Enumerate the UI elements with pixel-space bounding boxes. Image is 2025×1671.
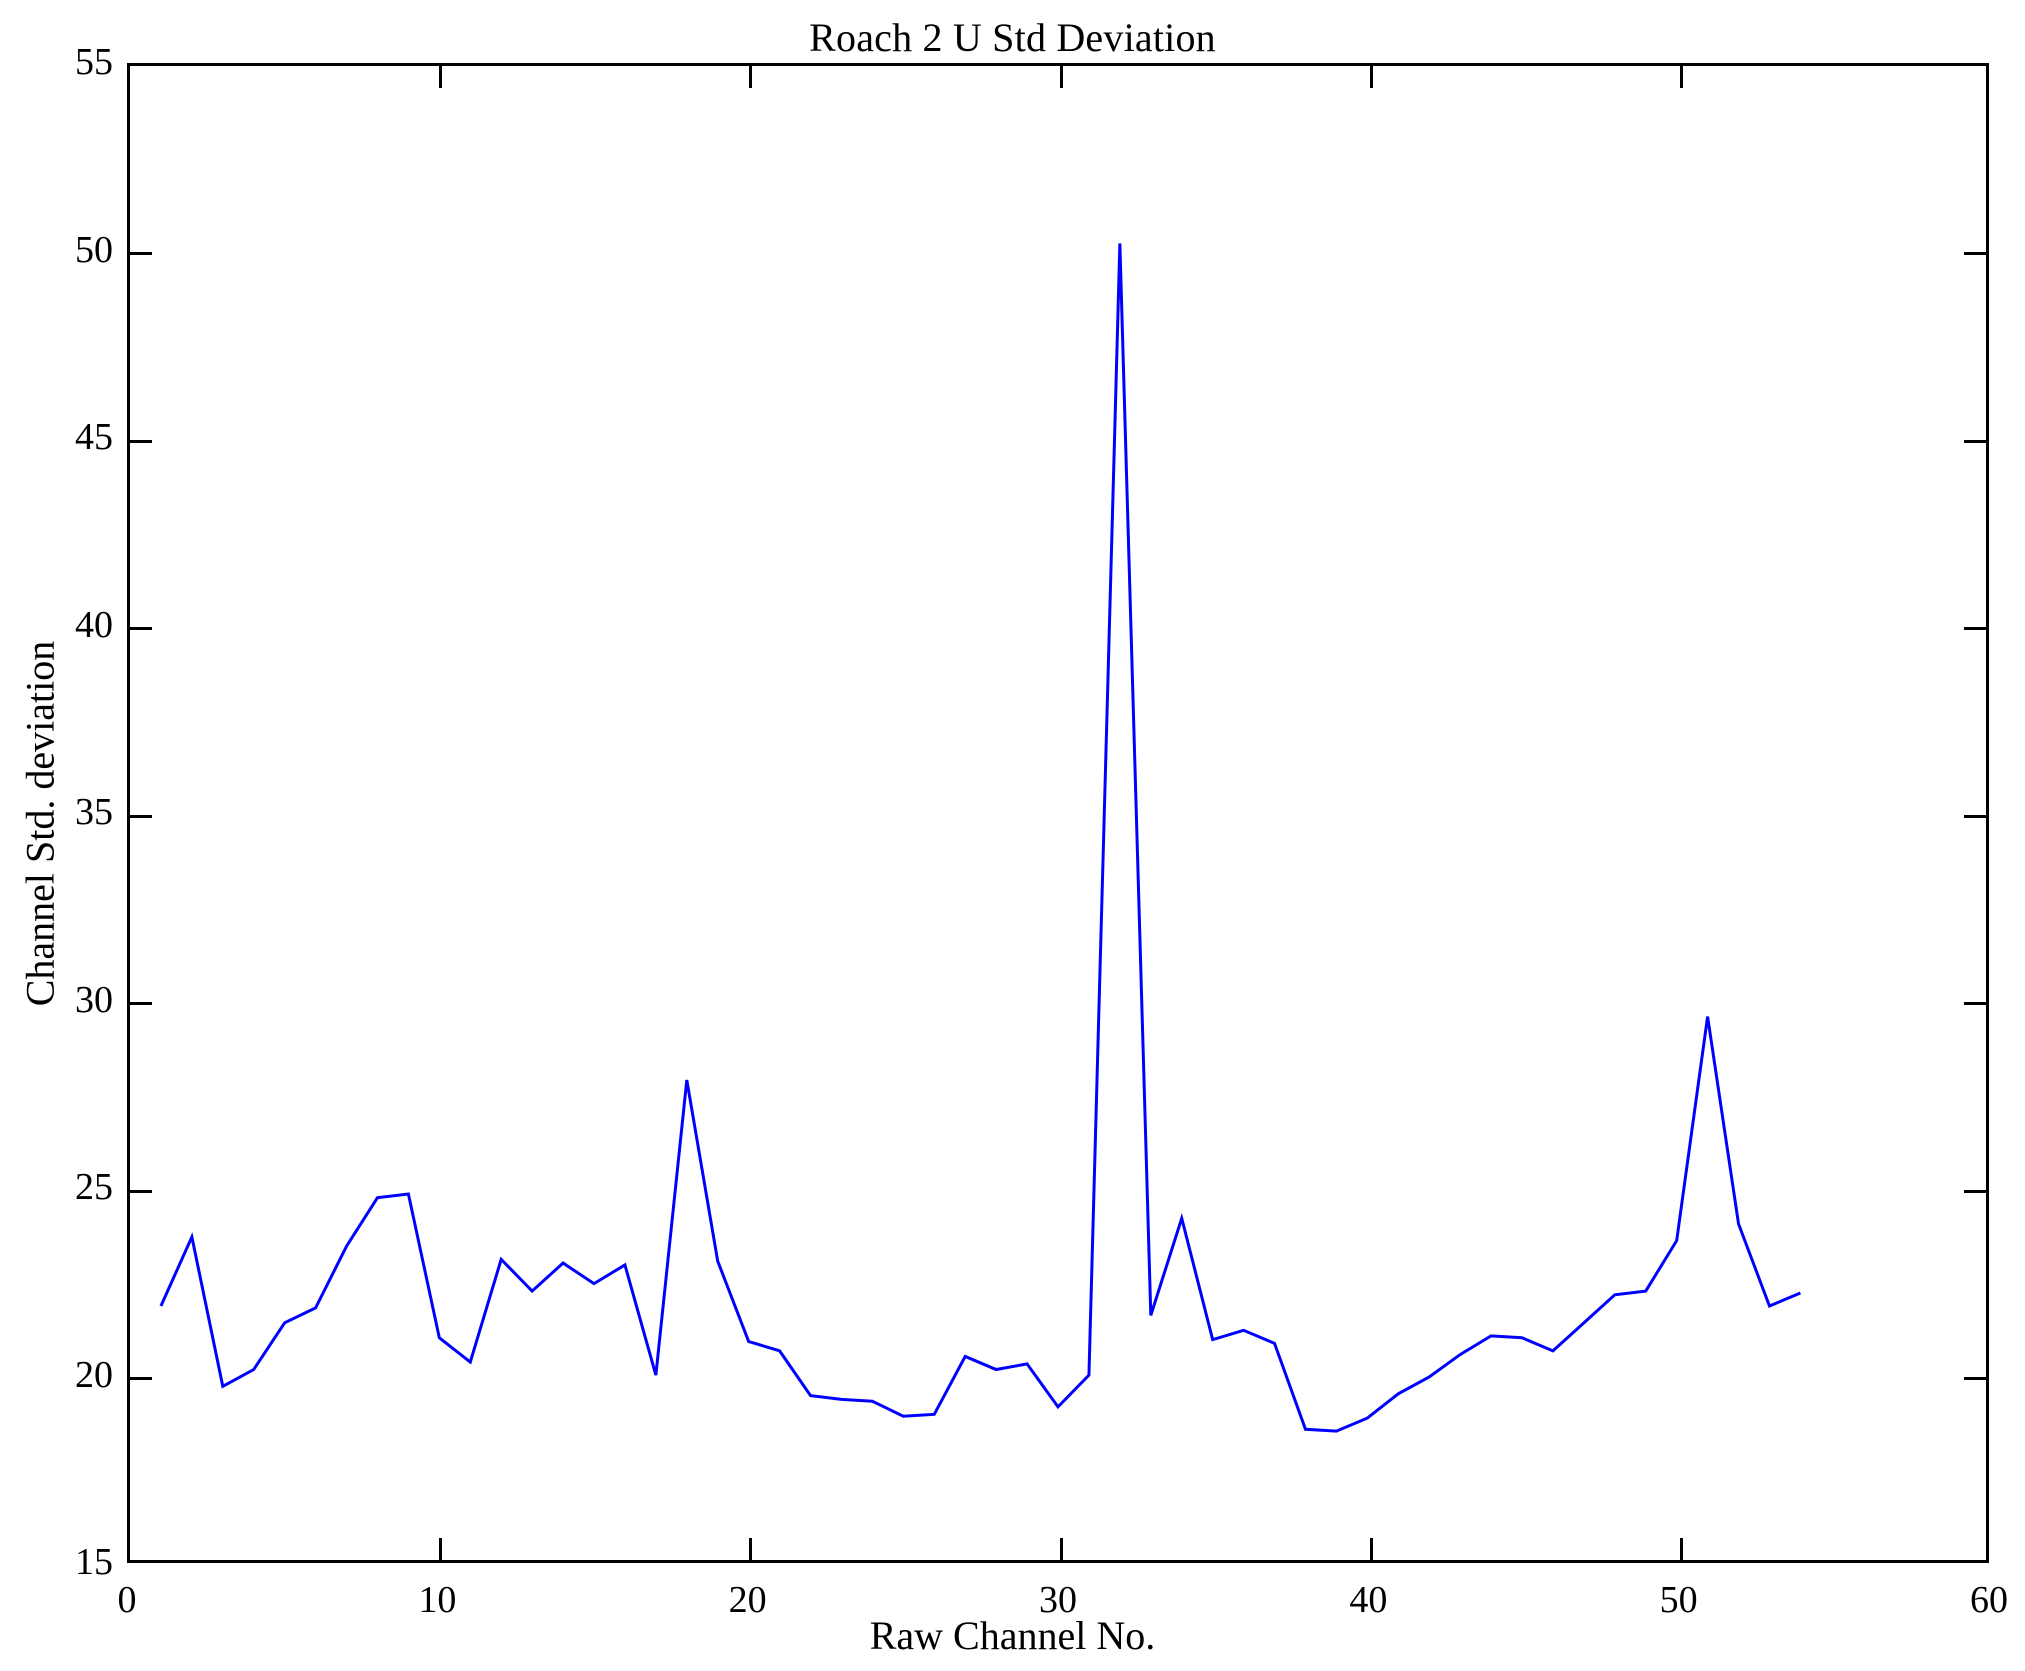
x-tick-mark-top <box>438 66 442 88</box>
x-tick-mark-top <box>1369 66 1373 88</box>
y-tick-mark <box>130 1377 152 1380</box>
x-tick-label: 20 <box>728 1579 767 1621</box>
data-series-line <box>159 243 1801 1433</box>
y-axis-title: Channel Std. deviation <box>17 640 63 1007</box>
y-tick-label: 55 <box>75 41 113 83</box>
x-tick-label: 40 <box>1349 1579 1388 1621</box>
x-tick-mark <box>438 1538 442 1560</box>
x-tick-mark <box>1680 1538 1684 1560</box>
x-axis-title: Raw Channel No. <box>869 1613 1156 1658</box>
x-tick-label: 60 <box>1970 1579 2008 1621</box>
y-tick-label: 40 <box>75 603 113 646</box>
x-tick-mark-top <box>1059 66 1063 88</box>
x-tick-mark <box>1059 1538 1063 1560</box>
y-tick-mark-right <box>1964 1377 1986 1380</box>
y-tick-mark <box>130 252 152 255</box>
y-tick-mark <box>130 814 152 818</box>
y-tick-mark <box>130 439 152 443</box>
y-tick-mark <box>130 627 152 630</box>
y-tick-label: 45 <box>75 416 113 458</box>
x-tick-label: 10 <box>418 1579 457 1621</box>
y-tick-mark-right <box>1964 439 1986 443</box>
y-tick-label: 50 <box>75 228 113 271</box>
y-tick-mark-right <box>1964 1189 1986 1193</box>
x-tick-mark <box>749 1538 753 1560</box>
y-tick-mark-right <box>1964 627 1986 630</box>
y-tick-mark-right <box>1964 252 1986 255</box>
y-tick-label: 35 <box>75 791 113 833</box>
y-tick-label: 25 <box>75 1166 113 1208</box>
chart-title: Roach 2 U Std Deviation <box>809 15 1216 60</box>
x-tick-label: 0 <box>117 1579 137 1621</box>
x-tick-mark-top <box>749 66 753 88</box>
y-tick-label: 30 <box>75 978 113 1021</box>
y-tick-mark-right <box>1964 1002 1986 1005</box>
x-tick-label: 30 <box>1039 1579 1077 1621</box>
x-tick-mark-top <box>1680 66 1684 88</box>
plot-area <box>127 63 1989 1563</box>
y-tick-label: 15 <box>75 1541 113 1583</box>
x-tick-label: 50 <box>1659 1579 1698 1621</box>
data-line-svg <box>159 243 1801 1433</box>
x-tick-mark <box>1369 1538 1373 1560</box>
y-tick-label: 20 <box>75 1353 113 1396</box>
y-tick-mark <box>130 1002 152 1005</box>
y-tick-mark <box>130 1189 152 1193</box>
y-tick-mark-right <box>1964 814 1986 818</box>
